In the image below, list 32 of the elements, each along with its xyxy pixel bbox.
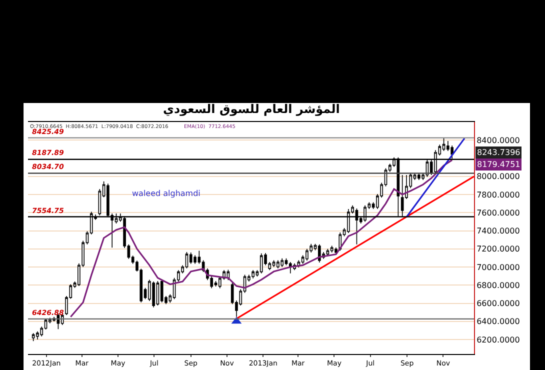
candlestick (272, 260, 276, 268)
y-tick-label: 6600.0000 (476, 299, 520, 308)
candlestick (60, 314, 64, 326)
y-tick-label: 7600.0000 (476, 208, 520, 218)
y-tick-label: 7000.0000 (476, 262, 520, 272)
candlestick (330, 245, 334, 253)
candlestick (252, 270, 254, 279)
y-tick-label: 6400.0000 (476, 317, 520, 326)
chart-title: المؤشر العام للسوق السعودي (163, 102, 340, 116)
text: 8179.4751 (477, 160, 520, 169)
candlestick (260, 253, 263, 274)
text: 8243.7396 (477, 148, 520, 157)
annotation: waleed alghamdi (132, 189, 200, 198)
candlestick (160, 279, 164, 303)
y-tick-label: 7800.0000 (476, 190, 520, 200)
candlestick (276, 260, 280, 269)
y-tick-label: 7200.0000 (476, 244, 520, 254)
candlestick (418, 172, 420, 180)
y-tick-label: 6200.0000 (476, 335, 520, 344)
y-tick-label: 8000.0000 (476, 172, 520, 182)
candlestick (280, 258, 284, 268)
candlestick (306, 248, 308, 262)
line-series (70, 159, 453, 318)
y-tick-label: 6800.0000 (476, 280, 520, 290)
candlestick (189, 252, 192, 264)
candlestick (194, 254, 196, 264)
candlestick (334, 247, 338, 255)
candlestick (152, 281, 155, 308)
candlestick (32, 332, 35, 342)
y-tick-label: 7400.0000 (476, 226, 520, 236)
candlestick (214, 280, 218, 287)
y-tick-label: 8400.0000 (476, 136, 520, 145)
